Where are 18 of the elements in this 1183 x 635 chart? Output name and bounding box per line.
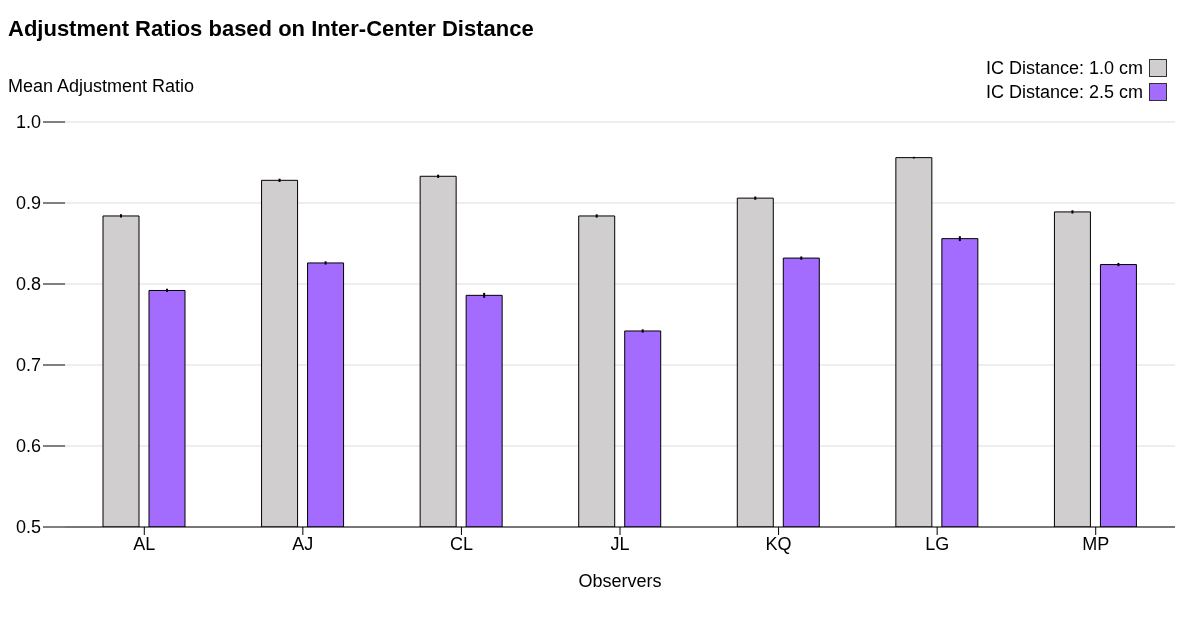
x-tick-label: LG: [925, 533, 950, 554]
y-axis-title: Mean Adjustment Ratio: [8, 76, 195, 97]
y-tick-label: 0.8: [15, 274, 41, 295]
x-tick-label: AJ: [292, 533, 314, 554]
x-tick-label: JL: [610, 533, 630, 554]
legend-label: IC Distance: 1.0 cm: [985, 57, 1143, 80]
y-tick-label: 0.7: [15, 355, 41, 376]
x-axis-title: Observers: [578, 571, 662, 591]
x-tick-label: KQ: [765, 533, 792, 554]
y-tick-label: 0.5: [15, 517, 41, 538]
y-tick-label: 0.9: [15, 193, 41, 214]
x-tick-label: MP: [1082, 533, 1110, 554]
legend-label: IC Distance: 2.5 cm: [985, 81, 1143, 104]
chart-title: Adjustment Ratios based on Inter-Center Distance: [8, 16, 534, 42]
x-tick-label: CL: [449, 533, 473, 554]
x-tick-label: AL: [133, 533, 156, 554]
y-tick-label: 0.6: [15, 436, 41, 457]
y-tick-label: 1.0: [15, 112, 41, 133]
